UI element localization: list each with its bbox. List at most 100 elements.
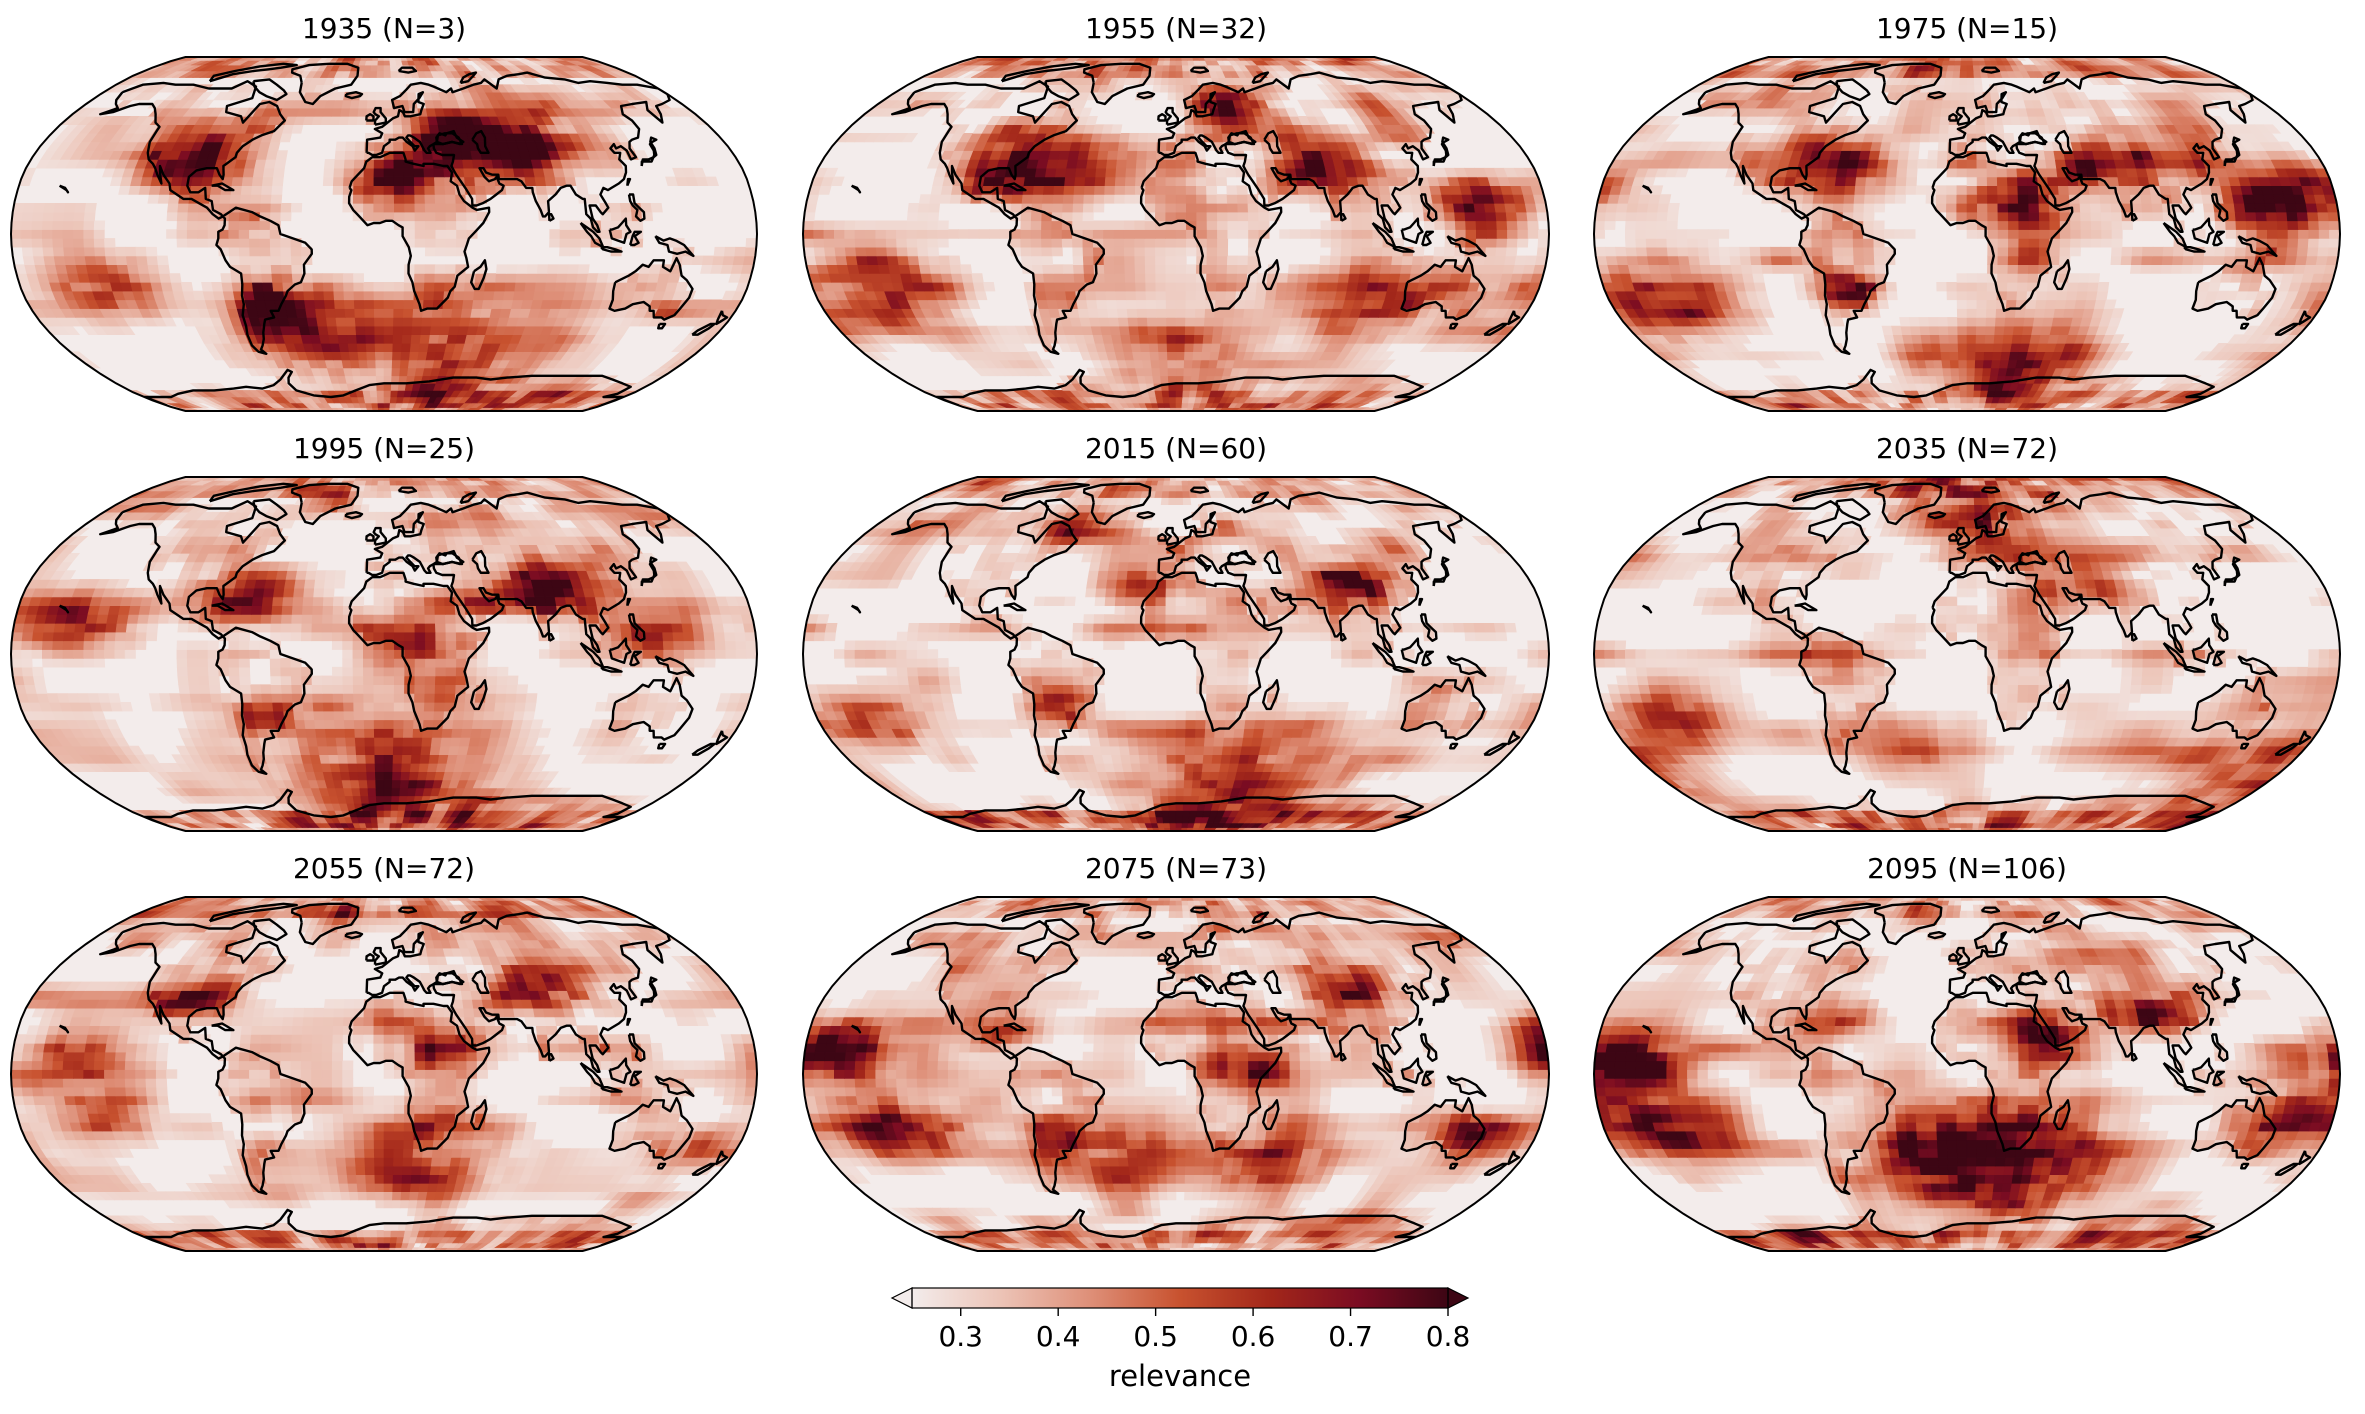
relevance-cell bbox=[1295, 167, 1308, 178]
relevance-cell bbox=[1073, 185, 1086, 195]
relevance-cell bbox=[332, 273, 344, 283]
relevance-cell bbox=[1328, 194, 1341, 204]
relevance-cell bbox=[53, 255, 67, 265]
relevance-cell bbox=[1308, 194, 1321, 204]
relevance-cell bbox=[1128, 325, 1140, 335]
relevance-cell bbox=[1524, 255, 1538, 265]
relevance-cell bbox=[392, 124, 403, 134]
relevance-cell bbox=[1349, 264, 1362, 274]
relevance-cell bbox=[927, 238, 939, 248]
relevance-cell bbox=[1155, 264, 1167, 274]
relevance-cell bbox=[939, 194, 952, 204]
relevance-cell bbox=[167, 203, 179, 213]
relevance-cell bbox=[962, 282, 976, 292]
relevance-cell bbox=[375, 375, 385, 384]
relevance-cell bbox=[732, 255, 746, 265]
relevance-cell bbox=[1216, 273, 1228, 283]
relevance-cell bbox=[1151, 367, 1161, 377]
relevance-cell bbox=[401, 334, 413, 344]
relevance-cell bbox=[1175, 194, 1187, 204]
relevance-cell bbox=[355, 325, 366, 335]
relevance-cell bbox=[422, 299, 435, 309]
relevance-cell bbox=[369, 390, 378, 398]
relevance-cell bbox=[1124, 194, 1136, 204]
relevance-cell bbox=[259, 229, 271, 239]
relevance-cell bbox=[1103, 194, 1116, 204]
relevance-cell bbox=[691, 255, 705, 265]
relevance-cell bbox=[1175, 159, 1187, 169]
relevance-cell bbox=[1124, 255, 1136, 265]
relevance-cell bbox=[1103, 246, 1115, 257]
relevance-cell bbox=[506, 264, 518, 274]
relevance-cell bbox=[1154, 246, 1166, 257]
relevance-cell bbox=[1167, 91, 1177, 101]
relevance-cell bbox=[864, 238, 877, 248]
relevance-cell bbox=[1087, 150, 1100, 160]
relevance-cell bbox=[1126, 308, 1138, 318]
relevance-cell bbox=[271, 273, 283, 283]
relevance-cell bbox=[1034, 167, 1048, 178]
relevance-cell bbox=[207, 229, 219, 239]
relevance-cell bbox=[1206, 220, 1218, 230]
relevance-cell bbox=[1135, 167, 1147, 178]
relevance-cell bbox=[1076, 299, 1089, 309]
relevance-cell bbox=[365, 343, 376, 352]
relevance-cell bbox=[929, 264, 942, 274]
relevance-cell bbox=[1298, 194, 1310, 204]
relevance-cell bbox=[908, 264, 922, 274]
relevance-cell bbox=[1125, 299, 1138, 309]
relevance-cell bbox=[1185, 282, 1197, 292]
relevance-cell bbox=[1391, 255, 1404, 265]
relevance-cell bbox=[824, 246, 837, 257]
relevance-cell bbox=[1155, 282, 1167, 292]
relevance-cell bbox=[1514, 255, 1528, 265]
relevance-cell bbox=[1338, 264, 1351, 274]
relevance-cell bbox=[1216, 255, 1228, 265]
relevance-cell bbox=[393, 317, 404, 327]
relevance-cell bbox=[293, 290, 305, 301]
relevance-cell bbox=[1052, 194, 1065, 204]
relevance-cell bbox=[295, 308, 308, 318]
relevance-cell bbox=[854, 238, 867, 248]
relevance-cell bbox=[408, 351, 420, 361]
relevance-cell bbox=[462, 159, 474, 169]
relevance-cell bbox=[1155, 176, 1167, 186]
relevance-cell bbox=[1175, 211, 1187, 222]
relevance-cell bbox=[1167, 359, 1177, 369]
relevance-cell bbox=[440, 317, 452, 327]
relevance-cell bbox=[1287, 273, 1299, 283]
relevance-cell bbox=[337, 334, 349, 344]
relevance-cell bbox=[1463, 203, 1476, 213]
relevance-cell bbox=[835, 255, 848, 265]
relevance-cell bbox=[937, 220, 949, 230]
relevance-cell bbox=[423, 176, 436, 186]
relevance-cell bbox=[960, 264, 973, 274]
relevance-cell bbox=[1236, 273, 1248, 283]
relevance-cell bbox=[324, 308, 337, 318]
relevance-cell bbox=[834, 246, 847, 257]
relevance-cell bbox=[1114, 282, 1127, 292]
relevance-cell bbox=[1168, 77, 1177, 85]
relevance-cell bbox=[906, 246, 919, 257]
relevance-cell bbox=[374, 343, 385, 352]
relevance-cell bbox=[280, 238, 292, 248]
relevance-cell bbox=[403, 167, 415, 178]
relevance-cell bbox=[290, 203, 303, 213]
relevance-cell bbox=[886, 255, 900, 265]
relevance-cell bbox=[383, 317, 394, 327]
relevance-cell bbox=[1098, 141, 1111, 151]
relevance-cell bbox=[1010, 203, 1023, 213]
relevance-cell bbox=[1196, 211, 1208, 222]
relevance-cell bbox=[262, 167, 275, 178]
relevance-cell bbox=[177, 203, 190, 213]
relevance-cell bbox=[1130, 343, 1142, 352]
relevance-cell bbox=[1452, 203, 1466, 213]
relevance-cell bbox=[391, 367, 401, 377]
relevance-cell bbox=[393, 141, 404, 151]
relevance-cell bbox=[978, 229, 990, 239]
relevance-cell bbox=[325, 317, 338, 327]
relevance-cell bbox=[559, 229, 571, 239]
relevance-cell bbox=[535, 273, 548, 283]
relevance-cell bbox=[1203, 317, 1215, 327]
relevance-cell bbox=[363, 290, 375, 301]
